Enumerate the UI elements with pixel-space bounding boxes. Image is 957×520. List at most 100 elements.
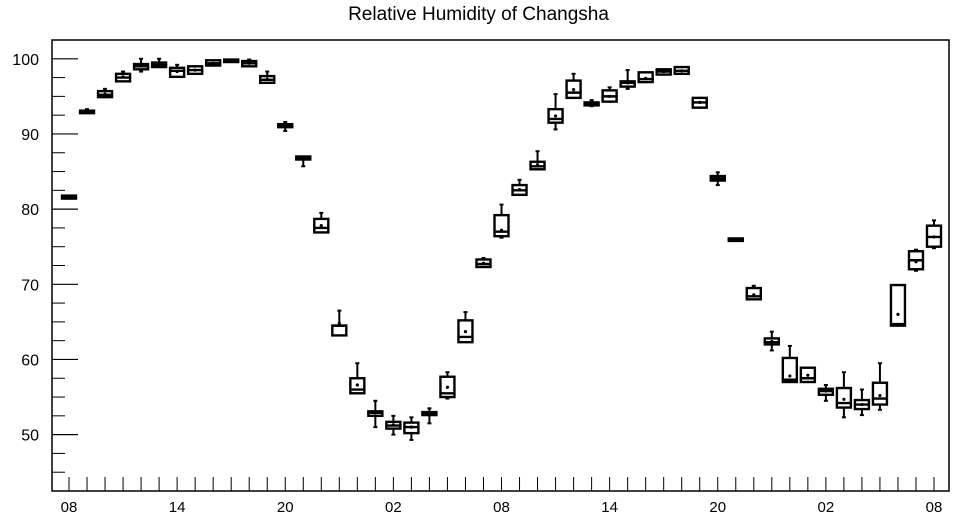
- mean-marker: [734, 237, 738, 241]
- x-tick-label: 20: [709, 499, 726, 516]
- mean-marker: [265, 77, 269, 81]
- box-item: [907, 248, 925, 272]
- mean-marker: [193, 68, 197, 72]
- box-item: [727, 237, 744, 243]
- mean-marker: [175, 69, 179, 74]
- axes: 50 60 70 80 90 100 08 14 20 02 08 14 20 02 08: [12, 39, 950, 516]
- y-tick-label: 70: [21, 277, 39, 294]
- mean-marker: [463, 330, 468, 334]
- x-tick-label: 14: [601, 499, 618, 516]
- box-series: [60, 57, 943, 441]
- box-item: [889, 283, 907, 327]
- mean-marker: [571, 88, 576, 92]
- mean-marker: [824, 389, 828, 393]
- box-item: [241, 58, 258, 68]
- x-tick-label: 08: [61, 499, 78, 516]
- box-item: [763, 330, 781, 352]
- box-item: [529, 150, 546, 171]
- box-item: [114, 70, 132, 83]
- box-item: [96, 87, 114, 99]
- box-item: [457, 311, 474, 344]
- mean-marker: [644, 76, 648, 80]
- mean-marker: [445, 385, 450, 389]
- mean-marker: [896, 312, 900, 316]
- box-item: [799, 366, 817, 384]
- box-item: [709, 171, 726, 187]
- box-item: [673, 65, 690, 76]
- chart-title: Relative Humidity of Changsha: [348, 4, 609, 25]
- mean-marker: [860, 402, 864, 407]
- y-tick-label: 80: [21, 202, 39, 219]
- iqr-box: [871, 381, 889, 406]
- mean-marker: [85, 109, 89, 114]
- box-item: [475, 256, 492, 269]
- box-item: [403, 416, 420, 441]
- mean-marker: [752, 293, 756, 297]
- iqr-box: [889, 283, 907, 327]
- mean-marker: [535, 163, 540, 167]
- mean-marker: [499, 228, 504, 232]
- iqr-box: [493, 213, 510, 238]
- y-tick-label: 60: [21, 352, 39, 369]
- box-item: [637, 71, 654, 84]
- mean-marker: [932, 235, 936, 239]
- y-tick-label: 50: [21, 428, 39, 445]
- plot-frame: [51, 39, 950, 492]
- mean-marker: [716, 176, 720, 180]
- x-tick-label: 20: [277, 499, 294, 516]
- box-item: [511, 178, 528, 197]
- x-tick-label: 08: [926, 499, 943, 516]
- y-tick-label: 90: [21, 127, 39, 144]
- box-item: [150, 57, 168, 69]
- box-item: [655, 68, 672, 76]
- mean-marker: [698, 100, 702, 104]
- box-item: [313, 211, 330, 234]
- mean-marker: [247, 61, 251, 65]
- mean-marker: [373, 411, 377, 415]
- mean-marker: [283, 124, 287, 128]
- x-tick-label: 14: [169, 499, 186, 516]
- mean-marker: [770, 339, 774, 344]
- box-item: [817, 384, 835, 402]
- box-item: [871, 362, 889, 411]
- mean-marker: [301, 156, 305, 160]
- mean-marker: [914, 260, 918, 264]
- box-item: [853, 388, 871, 417]
- box-item: [925, 219, 943, 250]
- box-item: [349, 362, 366, 395]
- mean-marker: [229, 58, 233, 62]
- box-item: [619, 69, 636, 90]
- mean-marker: [139, 63, 143, 68]
- y-tick-label: 100: [12, 52, 39, 69]
- mean-marker: [662, 69, 666, 74]
- box-item: [745, 284, 762, 301]
- mean-marker: [788, 374, 792, 378]
- box-item: [421, 407, 438, 425]
- box-item: [493, 203, 510, 239]
- mean-marker: [67, 195, 71, 199]
- x-tick-label: 08: [493, 499, 510, 516]
- iqr-box: [781, 356, 799, 384]
- box-item: [835, 371, 853, 419]
- mean-marker: [391, 423, 395, 427]
- box-item: [565, 72, 582, 100]
- box-item: [547, 93, 564, 131]
- box-item: [78, 108, 96, 115]
- mean-marker: [319, 224, 323, 228]
- mean-marker: [842, 397, 846, 401]
- mean-marker: [553, 114, 558, 118]
- mean-marker: [806, 373, 810, 377]
- box-item: [367, 399, 384, 429]
- iqr-box: [331, 324, 348, 337]
- mean-marker: [427, 411, 432, 416]
- box-item: [204, 59, 222, 67]
- box-item: [132, 57, 150, 73]
- box-item: [691, 96, 708, 109]
- mean-marker: [121, 75, 125, 79]
- box-item: [439, 371, 456, 400]
- mean-marker: [409, 425, 413, 429]
- x-tick-label: 02: [385, 499, 402, 516]
- box-item: [583, 99, 600, 108]
- x-tick-label: 02: [818, 499, 835, 516]
